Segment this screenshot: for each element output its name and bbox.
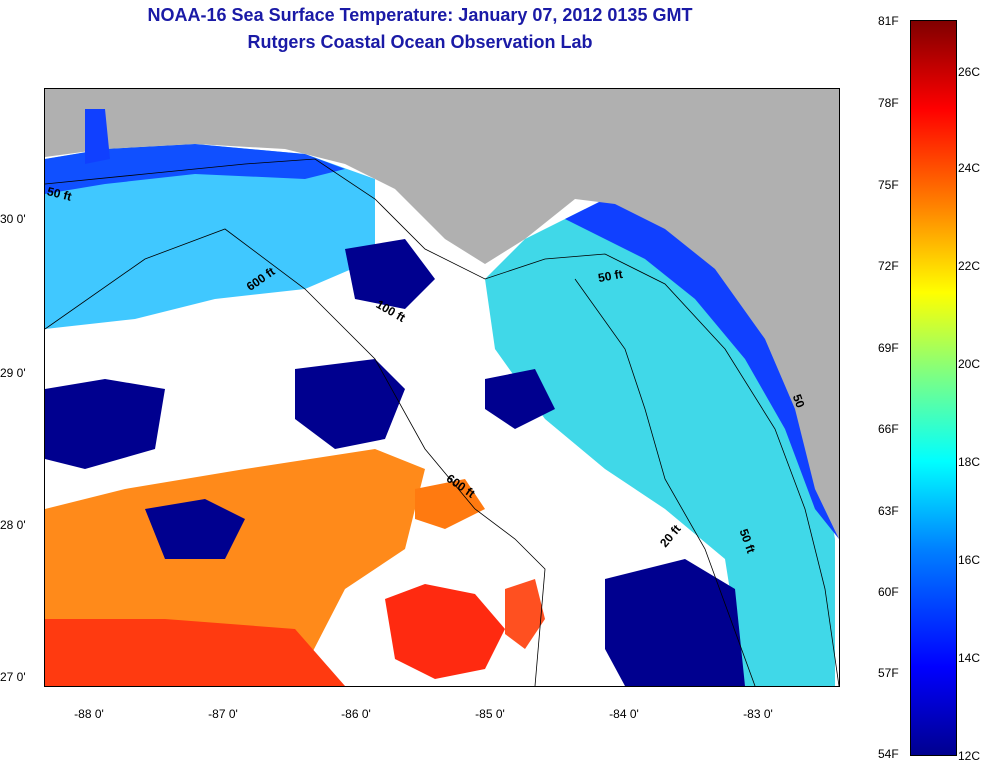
nw-shelf-water: [45, 144, 375, 329]
sst-map: 50 ft 600 ft 100 ft 50 ft 600 ft 20 ft 5…: [44, 88, 840, 687]
lat-tick-label: 28 0': [0, 518, 26, 532]
lon-tick-label: -84 0': [609, 707, 639, 721]
colorbar-c-label: 22C: [958, 259, 981, 273]
cold-patch-southeast: [605, 559, 745, 686]
colorbar-c-label: 18C: [958, 455, 981, 469]
lat-tick-label: 29 0': [0, 366, 26, 380]
temperature-colorbar: [910, 20, 957, 756]
colorbar-f-label: 60F: [878, 585, 899, 599]
warm-patch-east: [505, 579, 545, 649]
depth-contour-50ft: [45, 158, 839, 686]
cold-patch-east: [485, 369, 555, 429]
chart-subtitle: Rutgers Coastal Ocean Observation Lab: [247, 32, 593, 52]
lon-tick-label: -85 0': [475, 707, 505, 721]
colorbar-c-label: 12C: [958, 749, 981, 763]
land-panhandle: [45, 89, 839, 539]
lon-tick-label: -83 0': [743, 707, 773, 721]
colorbar-f-label: 81F: [878, 14, 899, 28]
lon-tick-label: -87 0': [208, 707, 238, 721]
colorbar-c-label: 16C: [958, 553, 981, 567]
lat-tick-label: 30 0': [0, 212, 26, 226]
colorbar-f-label: 66F: [878, 422, 899, 436]
hot-water-south: [45, 619, 345, 686]
warm-patch-center: [415, 479, 485, 529]
chart-title: NOAA-16 Sea Surface Temperature: January…: [147, 5, 693, 25]
colorbar-f-label: 69F: [878, 341, 899, 355]
sst-map-canvas: [45, 89, 839, 686]
depth-contour-20ft: [574, 278, 756, 686]
cold-patch-central: [295, 359, 405, 449]
colorbar-f-label: 57F: [878, 666, 899, 680]
lon-tick-label: -86 0': [341, 707, 371, 721]
colorbar-c-label: 20C: [958, 357, 981, 371]
colorbar-f-label: 54F: [878, 747, 899, 761]
depth-contour-600ft: [45, 228, 546, 686]
colorbar-c-label: 14C: [958, 651, 981, 665]
lat-tick-label: 27 0': [0, 670, 26, 684]
cold-patch-north: [345, 239, 435, 309]
colorbar-c-label: 26C: [958, 65, 981, 79]
colorbar-f-label: 75F: [878, 178, 899, 192]
colorbar-f-label: 63F: [878, 504, 899, 518]
mobile-bay: [85, 109, 110, 164]
lon-tick-label: -88 0': [74, 707, 104, 721]
colorbar-c-label: 24C: [958, 161, 981, 175]
cold-patch-west: [45, 379, 165, 469]
cold-patch-mid: [145, 499, 245, 559]
warm-eddy: [385, 584, 505, 679]
colorbar-f-label: 78F: [878, 96, 899, 110]
colorbar-f-label: 72F: [878, 259, 899, 273]
